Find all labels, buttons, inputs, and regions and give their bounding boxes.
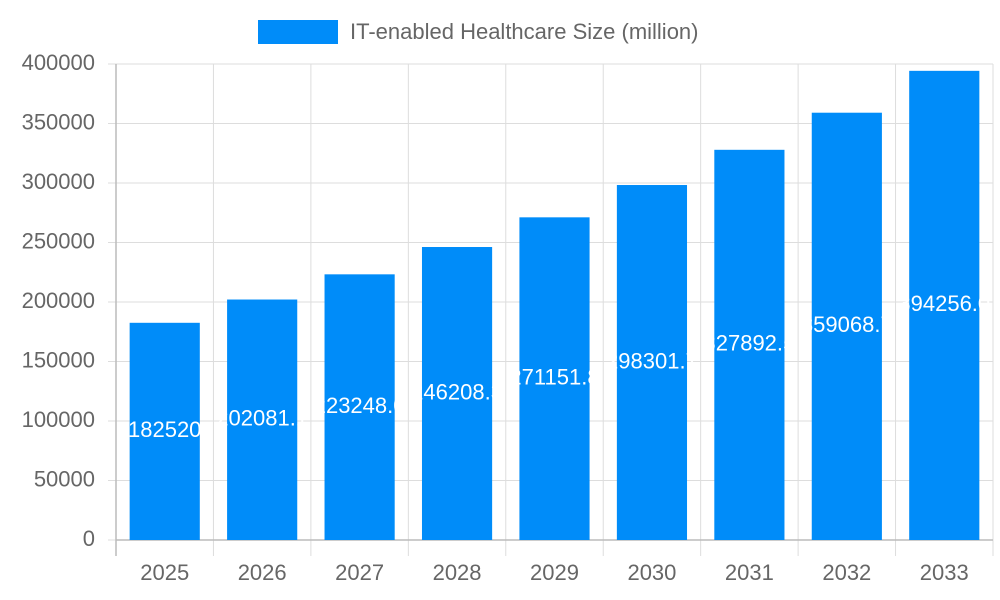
bar [616,185,688,540]
data-label: 246208.3 [411,379,503,404]
y-tick-label: 200000 [22,288,95,313]
legend-swatch[interactable] [258,20,338,44]
y-tick-label: 100000 [22,407,95,432]
x-tick-label: 2032 [822,560,871,585]
data-label: 271151.8 [509,364,599,389]
bar [811,112,882,540]
y-tick-label: 0 [83,526,95,551]
data-label: 359068.7 [801,312,893,337]
bar [324,274,395,540]
y-tick-label: 400000 [22,50,95,75]
x-tick-label: 2031 [725,560,774,585]
bar [519,217,590,541]
x-tick-label: 2029 [530,560,579,585]
x-tick-label: 2030 [627,560,676,585]
x-tick-label: 2028 [433,560,482,585]
data-label: 394256.0 [898,291,990,316]
x-tick-label: 2026 [238,560,287,585]
y-tick-label: 150000 [22,347,95,372]
data-label: 327892.5 [704,331,796,356]
y-tick-label: 250000 [22,228,95,253]
bar [909,70,980,540]
x-tick-label: 2025 [140,560,189,585]
data-label: 182520 [128,417,201,442]
bar [129,322,200,540]
bar [714,149,785,540]
bar [227,299,298,540]
data-label: 298301.7 [606,348,698,373]
data-label: 223248.0 [314,393,406,418]
data-label: 202081.1 [216,406,308,431]
y-tick-label: 50000 [34,466,95,491]
x-tick-label: 2033 [920,560,969,585]
y-tick-label: 350000 [22,109,95,134]
x-tick-label: 2027 [335,560,384,585]
bar [421,247,493,540]
y-tick-label: 300000 [22,169,95,194]
legend-label[interactable]: IT-enabled Healthcare Size (million) [350,19,699,44]
